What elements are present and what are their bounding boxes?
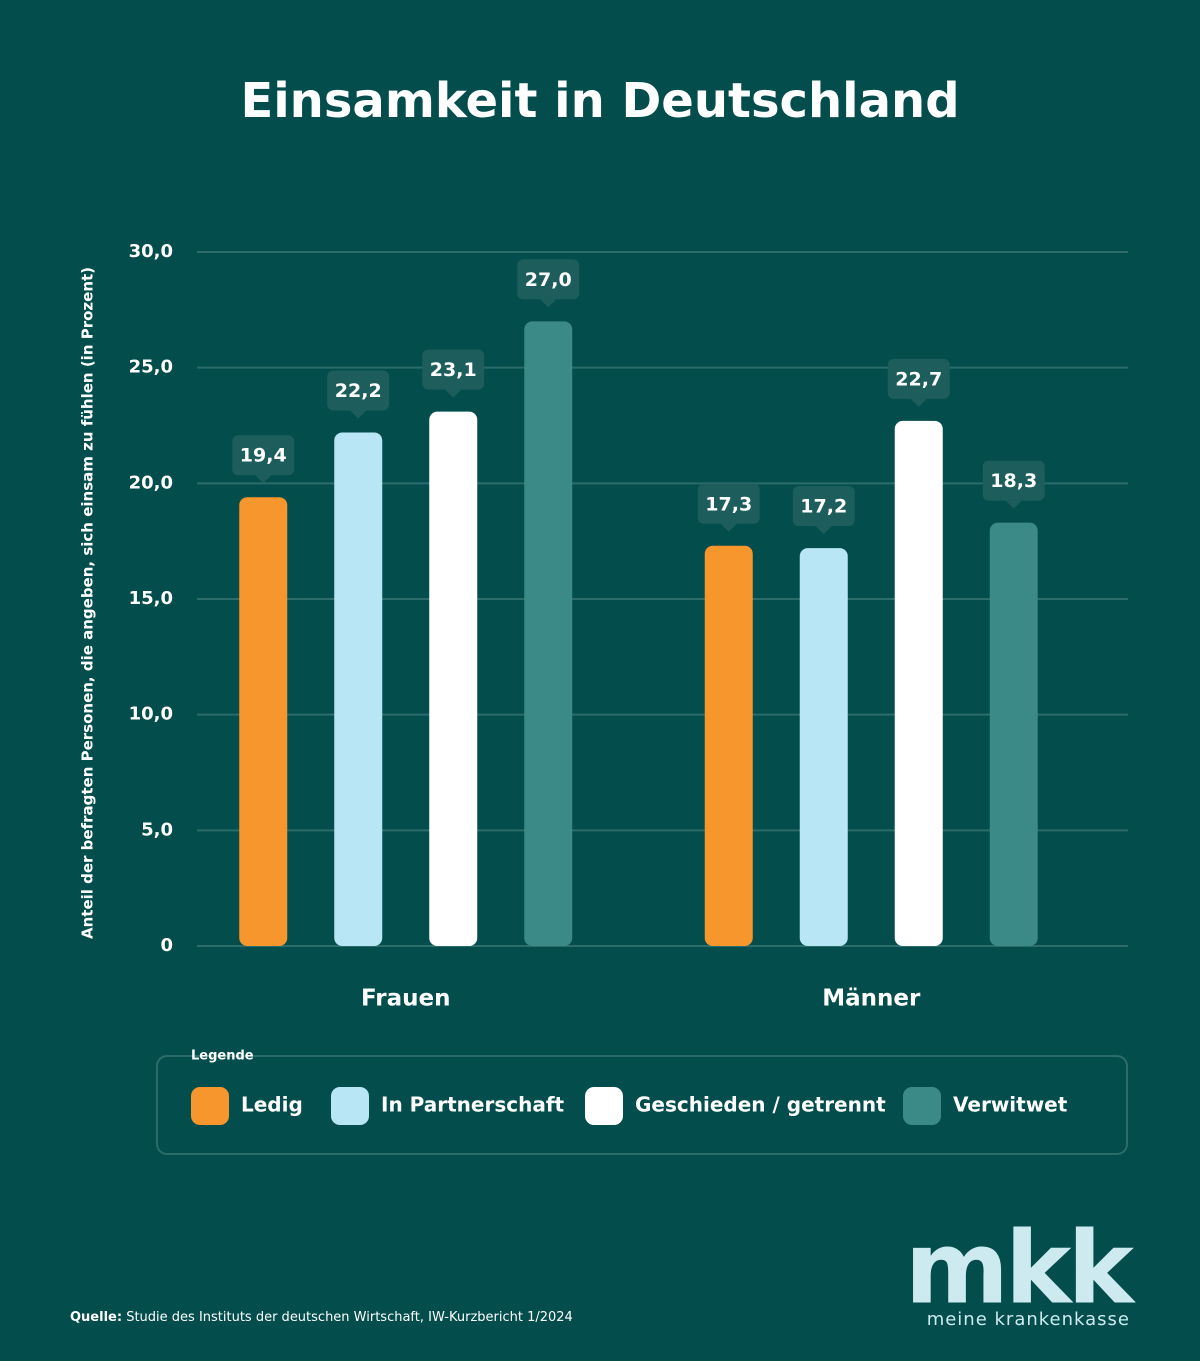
bar <box>894 420 943 947</box>
bar <box>239 497 288 946</box>
y-axis-label: Anteil der befragten Personen, die angeb… <box>79 267 97 939</box>
value-label: 22,2 <box>335 380 382 402</box>
legend-swatch <box>903 1087 941 1125</box>
value-label-box <box>232 435 295 476</box>
legend-swatch <box>191 1087 229 1125</box>
value-label: 17,3 <box>705 493 752 515</box>
logo-tagline: meine krankenkasse <box>927 1309 1130 1330</box>
legend-title: Legende <box>191 1049 254 1064</box>
y-tick-label: 25,0 <box>129 357 173 378</box>
source: Quelle: Studie des Instituts der deutsch… <box>70 1310 573 1325</box>
legend-label: In Partnerschaft <box>381 1093 565 1117</box>
legend-swatch <box>585 1087 623 1125</box>
x-tick-label: Frauen <box>361 986 450 1012</box>
value-label-pointer <box>540 299 557 308</box>
legend-label: Verwitwet <box>953 1093 1068 1117</box>
value-label-pointer <box>910 398 927 407</box>
y-tick-label: 10,0 <box>129 704 173 725</box>
bar <box>524 321 573 946</box>
value-label: 23,1 <box>430 359 477 381</box>
value-label-pointer <box>445 389 462 398</box>
y-tick-label: 15,0 <box>129 588 173 609</box>
value-label-box <box>887 358 950 399</box>
bar <box>334 432 383 946</box>
value-label-box <box>697 483 760 524</box>
y-tick-label: 0 <box>160 935 173 956</box>
y-tick-label: 30,0 <box>129 241 173 262</box>
value-label: 22,7 <box>895 368 942 390</box>
value-label: 17,2 <box>800 496 847 518</box>
legend-box <box>156 1055 1128 1155</box>
value-label-pointer <box>1005 500 1022 509</box>
y-tick-label: 5,0 <box>141 819 173 840</box>
source-text: Studie des Instituts der deutschen Wirts… <box>126 1310 573 1325</box>
value-label: 19,4 <box>240 445 287 467</box>
bar <box>989 522 1038 946</box>
logo: mkk <box>905 1209 1137 1326</box>
value-label-box <box>422 349 485 390</box>
bar <box>704 545 753 946</box>
legend-swatch <box>331 1087 369 1125</box>
source-label: Quelle: <box>70 1310 122 1325</box>
value-label-pointer <box>815 526 832 535</box>
chart-title: Einsamkeit in Deutschland <box>240 73 959 129</box>
value-label-box <box>327 370 390 411</box>
value-label-pointer <box>255 475 272 484</box>
value-label-box <box>517 259 580 300</box>
value-label: 18,3 <box>990 470 1037 492</box>
x-tick-label: Männer <box>822 986 921 1012</box>
value-label-box <box>792 486 855 527</box>
legend-label: Geschieden / getrennt <box>635 1093 886 1117</box>
value-label-pointer <box>350 410 367 419</box>
bar <box>799 548 848 946</box>
legend-label: Ledig <box>241 1093 303 1117</box>
value-label: 27,0 <box>525 269 572 291</box>
value-label-box <box>982 460 1045 501</box>
y-tick-label: 20,0 <box>129 472 173 493</box>
bar <box>429 411 478 946</box>
value-label-pointer <box>720 523 737 532</box>
